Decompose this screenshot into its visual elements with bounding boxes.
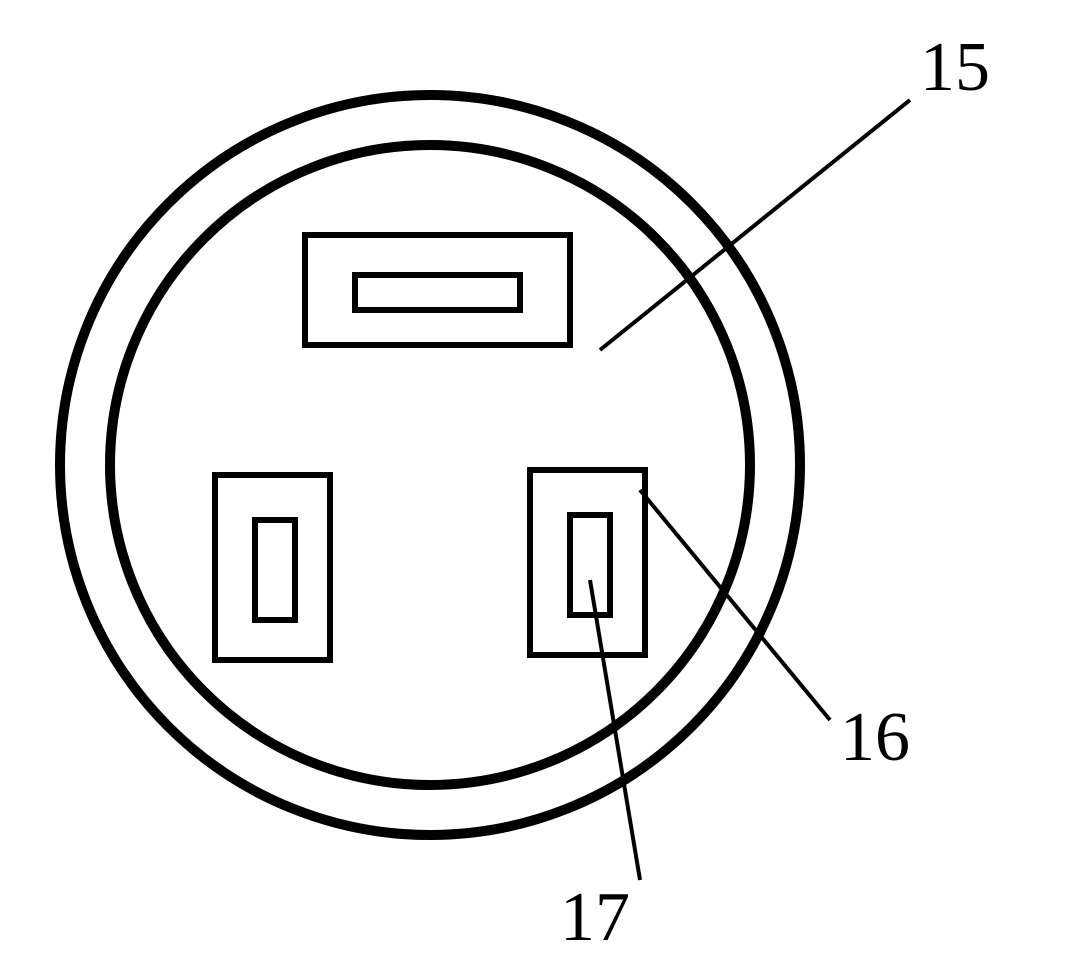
right-slot-outer <box>530 470 645 655</box>
left-slot-outer <box>215 475 330 660</box>
top-slot-outer <box>305 235 570 345</box>
diagram-svg: 15 16 17 <box>0 0 1075 962</box>
leader-17 <box>590 580 640 880</box>
right-slot-inner <box>570 515 610 615</box>
top-slot-inner <box>355 275 520 310</box>
left-slot-inner <box>255 520 295 620</box>
label-17: 17 <box>560 879 630 956</box>
inner-circle <box>110 145 750 785</box>
outer-circle <box>60 95 800 835</box>
label-15: 15 <box>920 29 990 106</box>
label-16: 16 <box>840 699 910 776</box>
